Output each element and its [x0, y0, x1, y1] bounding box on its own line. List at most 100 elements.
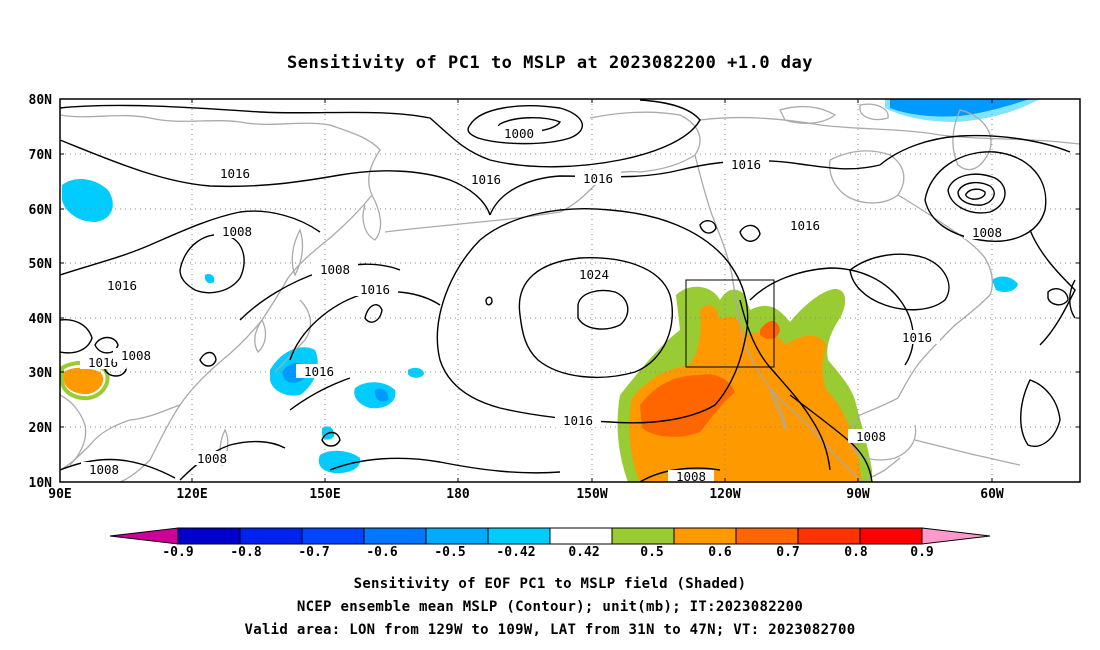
- contour-label: 1008: [856, 429, 886, 444]
- colorbar-cell: [549, 527, 613, 545]
- contour-label: 1008: [320, 262, 350, 277]
- contour-1000-low: [467, 105, 583, 145]
- lat-axis-labels: 80N 70N 60N 50N 40N 30N 20N 10N: [29, 93, 53, 491]
- colorbar-cell: [487, 527, 551, 545]
- contour-small-11: [1069, 279, 1076, 319]
- contour-1016-b: [489, 159, 881, 216]
- coast-central-america: [861, 457, 901, 482]
- shade-negative-small-3: [205, 273, 215, 284]
- coast-baja: [769, 387, 787, 431]
- colorbar-cell: [301, 527, 365, 545]
- colorbar-cell: [611, 527, 675, 545]
- coast-japan: [274, 299, 312, 373]
- lat-tick-label: 70N: [29, 148, 53, 163]
- coast-arctic-islands-2: [859, 103, 889, 121]
- lon-tick-label: 180: [446, 487, 470, 502]
- colorbar-label: -0.6: [366, 545, 397, 560]
- colorbar-label: 0.7: [776, 545, 799, 560]
- contour-1008-sub: [639, 467, 721, 482]
- coast-gulf: [850, 397, 917, 461]
- contour-label: 1016: [360, 282, 390, 297]
- lat-tick-label: 80N: [29, 93, 53, 108]
- contour-1008-ne-low-3: [965, 188, 986, 200]
- coast-kamchatka: [362, 194, 382, 241]
- coast-india: [60, 394, 87, 466]
- lon-tick-label: 120E: [176, 487, 207, 502]
- contour-1008-east: [849, 253, 950, 311]
- colorbar-label: 0.5: [640, 545, 663, 560]
- contour-small-7: [94, 336, 119, 354]
- lon-tick-label: 90W: [846, 487, 870, 502]
- shade-negative-atlantic: [992, 276, 1018, 292]
- shade-positive-ring-sea: [64, 367, 104, 395]
- colorbar: -0.9 -0.8 -0.7 -0.6 -0.5 -0.42 0.42 0.5 …: [109, 527, 991, 560]
- shade-negative-siberia: [62, 178, 113, 222]
- contour-label: 1024: [579, 267, 609, 282]
- contour-label: 1016: [902, 330, 932, 345]
- contour-label: 1008: [89, 462, 119, 477]
- contour-label: 1016: [731, 157, 761, 172]
- contour-1024-high: [518, 257, 674, 379]
- lat-tick-label: 30N: [29, 366, 53, 381]
- figure-title: Sensitivity of PC1 to MSLP at 2023082200…: [287, 53, 813, 73]
- shade-negative-small-2: [408, 367, 424, 378]
- contour-label: 1008: [676, 469, 706, 484]
- contour-label: 1016: [220, 166, 250, 181]
- contour-1016-ne: [879, 134, 1071, 166]
- colorbar-cell: [363, 527, 427, 545]
- lon-tick-label: 60W: [980, 487, 1004, 502]
- colorbar-cell: [177, 527, 241, 545]
- lat-tick-label: 10N: [29, 476, 53, 491]
- caption-line-3: Valid area: LON from 129W to 109W, LAT f…: [244, 622, 855, 638]
- colorbar-labels: -0.9 -0.8 -0.7 -0.6 -0.5 -0.42 0.42 0.5 …: [162, 545, 933, 560]
- colorbar-label: -0.5: [434, 545, 465, 560]
- colorbar-label: 0.9: [910, 545, 933, 560]
- lat-tick-label: 50N: [29, 257, 53, 272]
- shade-negative-pacific-dark: [374, 388, 389, 402]
- contour-1008-s: [179, 440, 286, 481]
- contour-small-4: [485, 296, 493, 306]
- colorbar-end-low: [109, 527, 179, 545]
- colorbar-label: -0.8: [230, 545, 261, 560]
- contour-small-5: [739, 224, 761, 242]
- contour-label: 1000: [504, 126, 534, 141]
- coast-sakhalin: [291, 228, 304, 277]
- contour-1016-s: [329, 457, 561, 474]
- contour-1008-mexico: [789, 394, 873, 482]
- colorbar-label: 0.42: [568, 545, 599, 560]
- contour-1016-california: [739, 299, 831, 471]
- coast-arctic-islands: [779, 105, 837, 124]
- map-frame: [59, 98, 1081, 483]
- contour-1016-atlantic-2: [1020, 379, 1061, 447]
- contour-small-3: [321, 431, 341, 447]
- contour-small-10: [1047, 288, 1069, 306]
- contour-label: 1016: [563, 413, 593, 428]
- frame-ticks: [60, 99, 1080, 482]
- shade-negative-south: [318, 450, 361, 474]
- contour-label: 1016: [304, 364, 334, 379]
- coast-asia-east: [119, 194, 373, 482]
- caption: Sensitivity of EOF PC1 to MSLP field (Sh…: [244, 576, 855, 638]
- colorbar-label: 0.8: [844, 545, 868, 560]
- shade-positive-darkorange-2: [760, 321, 780, 340]
- contour-1024-inner: [577, 289, 629, 330]
- coast-alaska: [559, 111, 701, 213]
- coast-labrador: [897, 194, 994, 296]
- contour-small-8: [60, 318, 93, 354]
- coast-na-arctic: [699, 116, 1080, 145]
- coast-asia-north: [60, 114, 381, 196]
- colorbar-end-high: [921, 527, 991, 545]
- coast-caribbean: [914, 439, 1021, 466]
- shade-negative-pacific: [354, 382, 396, 409]
- contour-1016-atlantic: [1029, 229, 1076, 346]
- coast-greenland: [952, 109, 992, 171]
- lat-tick-label: 60N: [29, 203, 53, 218]
- contour-1008-west: [179, 233, 245, 294]
- lon-tick-label: 150W: [576, 487, 607, 502]
- contour-small-6: [699, 220, 717, 234]
- lon-tick-label: 150E: [309, 487, 340, 502]
- contour-1016-a: [60, 139, 491, 216]
- contour-label: 1008: [222, 224, 252, 239]
- coastlines: [60, 103, 1080, 482]
- valid-area-box: [685, 279, 775, 368]
